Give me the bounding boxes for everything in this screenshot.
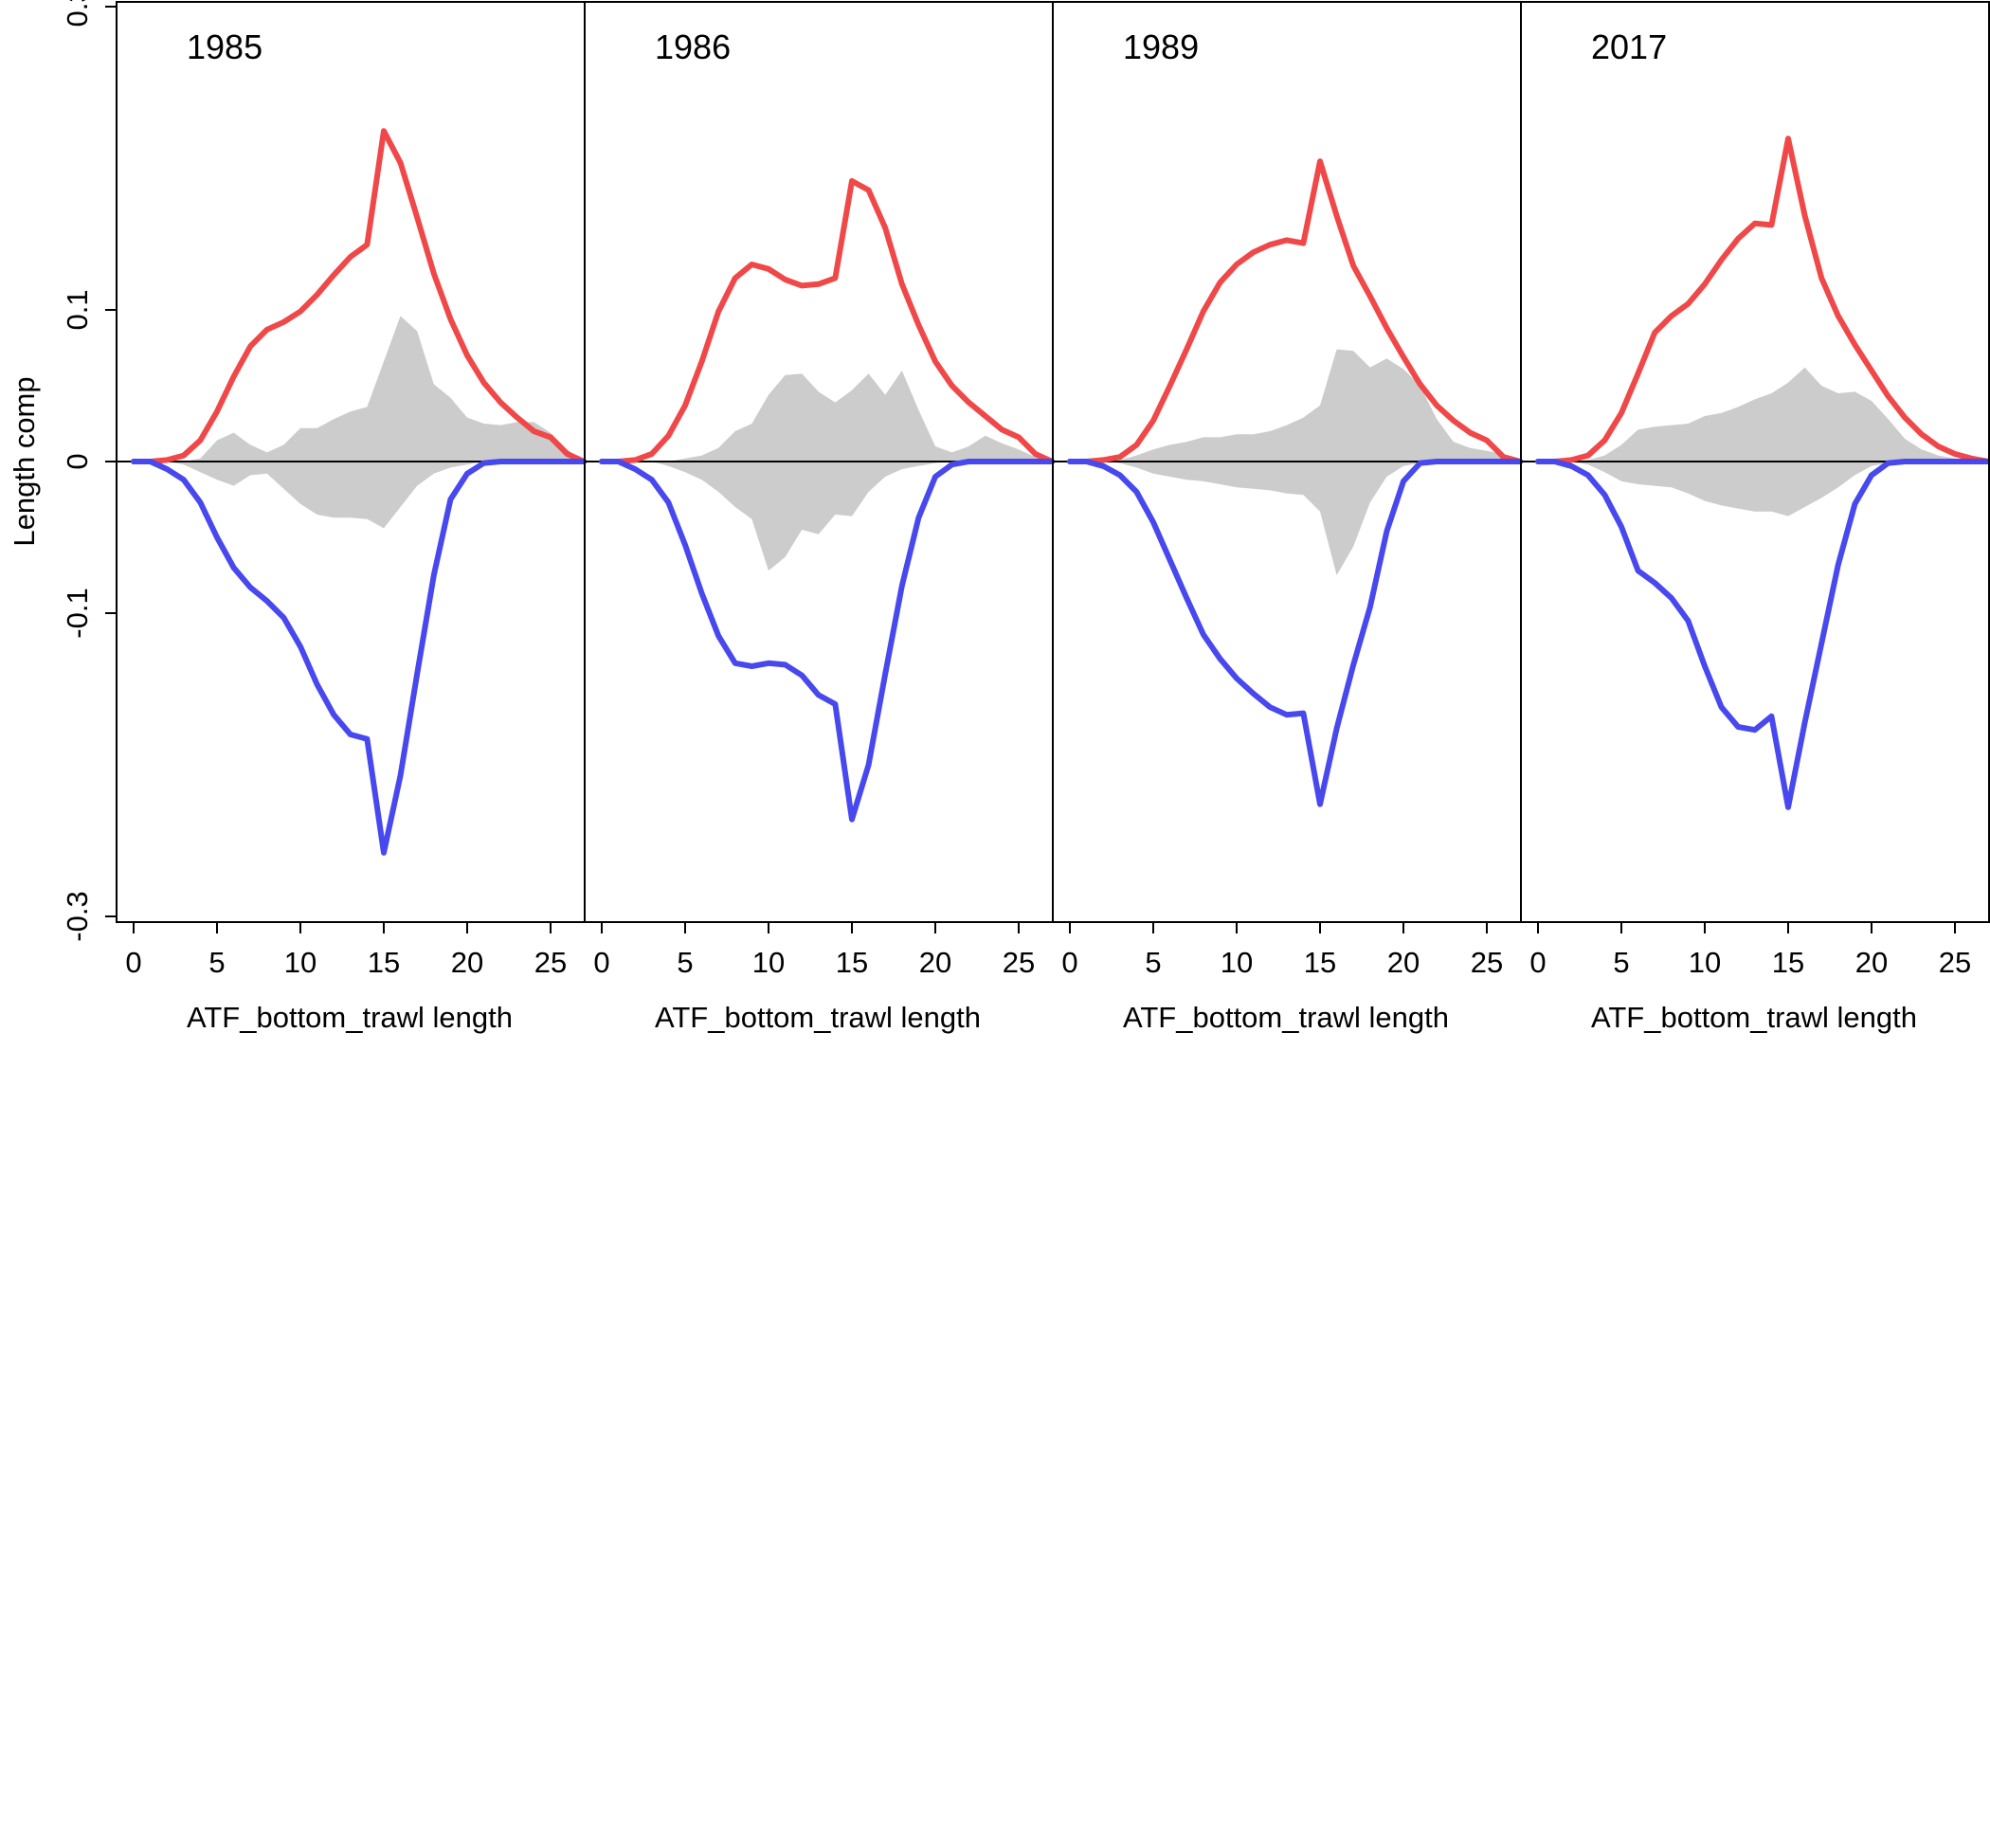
x-tick-label: 20 [919, 946, 951, 979]
x-tick-label: 0 [125, 946, 141, 979]
x-tick-label: 20 [1855, 946, 1888, 979]
panel-2017: 2017 0 5 10 15 20 25 ATF_bottom_trawl length [1520, 1, 1990, 1034]
year-label: 1986 [655, 27, 731, 66]
x-tick-label: 0 [1529, 946, 1546, 979]
x-axis-label: ATF_bottom_trawl length [187, 1001, 513, 1034]
y-tick-label: -0.1 [61, 588, 94, 638]
panel-frame [1520, 1, 1990, 923]
female-line [131, 128, 588, 464]
x-tick-label: 10 [284, 946, 317, 979]
male-line [599, 459, 1056, 823]
x-tick-label: 5 [208, 946, 225, 979]
residual-band [134, 316, 585, 529]
x-tick-label: 15 [1304, 946, 1336, 979]
y-tick-label: -0.3 [61, 891, 94, 941]
y-tick-label: 0 [61, 453, 94, 469]
x-axis-label: ATF_bottom_trawl length [1123, 1001, 1449, 1034]
residual-band [1538, 367, 1989, 516]
female-line [599, 178, 1056, 464]
y-tick-label: 0.3 [61, 0, 94, 27]
x-tick-label: 15 [836, 946, 868, 979]
male-line [131, 459, 588, 856]
year-label: 2017 [1591, 27, 1667, 66]
residual-band [602, 371, 1053, 571]
x-tick-label: 10 [752, 946, 785, 979]
x-tick-label: 25 [1939, 946, 1971, 979]
x-tick-label: 15 [368, 946, 400, 979]
x-tick-label: 10 [1689, 946, 1721, 979]
year-label: 1985 [187, 27, 262, 66]
female-line [1067, 158, 1524, 464]
panel-1989: 1989 0 5 10 15 20 25 ATF_bottom_trawl length [1052, 1, 1524, 1034]
x-tick-label: 25 [1471, 946, 1503, 979]
x-tick-label: 0 [593, 946, 609, 979]
y-axis: -0.3 -0.1 0 0.1 0.3 [61, 0, 118, 942]
x-axis-label: ATF_bottom_trawl length [1591, 1001, 1917, 1034]
x-tick-label: 5 [1613, 946, 1629, 979]
male-line [1535, 459, 1990, 810]
x-tick-label: 5 [1145, 946, 1161, 979]
x-tick-label: 15 [1772, 946, 1804, 979]
x-tick-label: 10 [1221, 946, 1253, 979]
male-line [1067, 459, 1524, 807]
x-axis-label: ATF_bottom_trawl length [655, 1001, 981, 1034]
y-tick-label: 0.1 [61, 289, 94, 330]
panel-1986: 1986 0 5 10 15 20 25 ATF_bottom_trawl length [584, 1, 1056, 1034]
year-label: 1989 [1123, 27, 1199, 66]
x-tick-label: 20 [1387, 946, 1420, 979]
x-tick-label: 25 [534, 946, 567, 979]
x-tick-label: 0 [1061, 946, 1077, 979]
panel-1985: 1985 0 5 10 15 20 25 ATF_bottom_trawl length [116, 1, 588, 1034]
y-axis-label: Length comp [8, 376, 41, 546]
female-line [1535, 136, 1990, 464]
x-tick-label: 25 [1003, 946, 1035, 979]
x-tick-label: 5 [677, 946, 693, 979]
x-tick-label: 20 [451, 946, 483, 979]
